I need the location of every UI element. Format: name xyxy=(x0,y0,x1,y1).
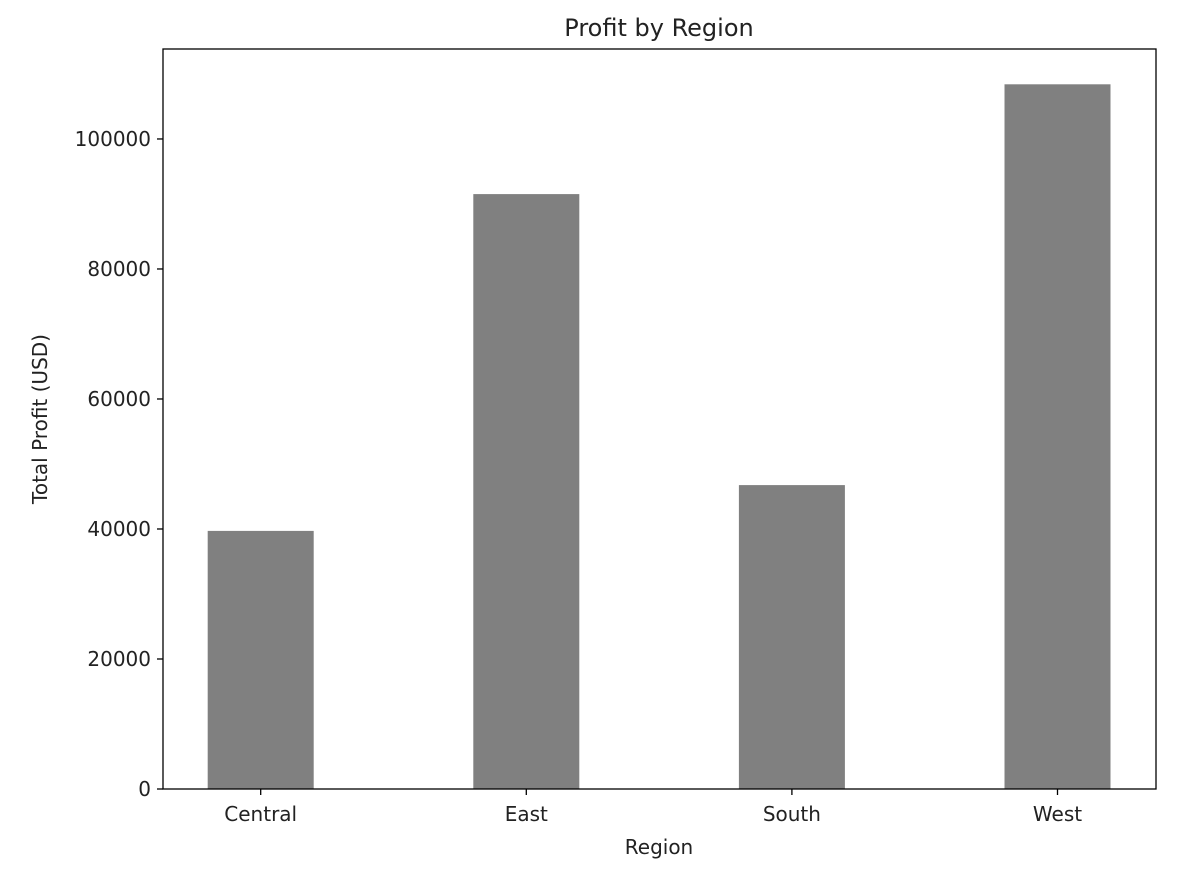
y-axis-ticks: 0 20000 40000 60000 80000 100000 xyxy=(75,127,163,801)
y-axis-label: Total Profit (USD) xyxy=(28,334,52,505)
bar-central xyxy=(207,530,314,789)
x-axis-ticks: Central East South West xyxy=(224,789,1082,826)
x-tick-label: West xyxy=(1033,802,1082,826)
y-tick-label: 0 xyxy=(138,777,151,801)
x-tick-label: Central xyxy=(224,802,297,826)
y-tick-label: 80000 xyxy=(87,257,151,281)
x-axis-label: Region xyxy=(625,835,693,859)
y-tick-label: 20000 xyxy=(87,647,151,671)
bar-east xyxy=(473,194,580,790)
bar-south xyxy=(738,485,845,789)
y-tick-label: 40000 xyxy=(87,517,151,541)
y-tick-label: 60000 xyxy=(87,387,151,411)
chart-title: Profit by Region xyxy=(564,14,753,42)
x-tick-label: East xyxy=(505,802,548,826)
bar-west xyxy=(1004,84,1111,790)
bars xyxy=(207,84,1111,790)
plot-frame xyxy=(162,48,1157,790)
x-tick-label: South xyxy=(763,802,821,826)
y-tick-label: 100000 xyxy=(75,127,151,151)
